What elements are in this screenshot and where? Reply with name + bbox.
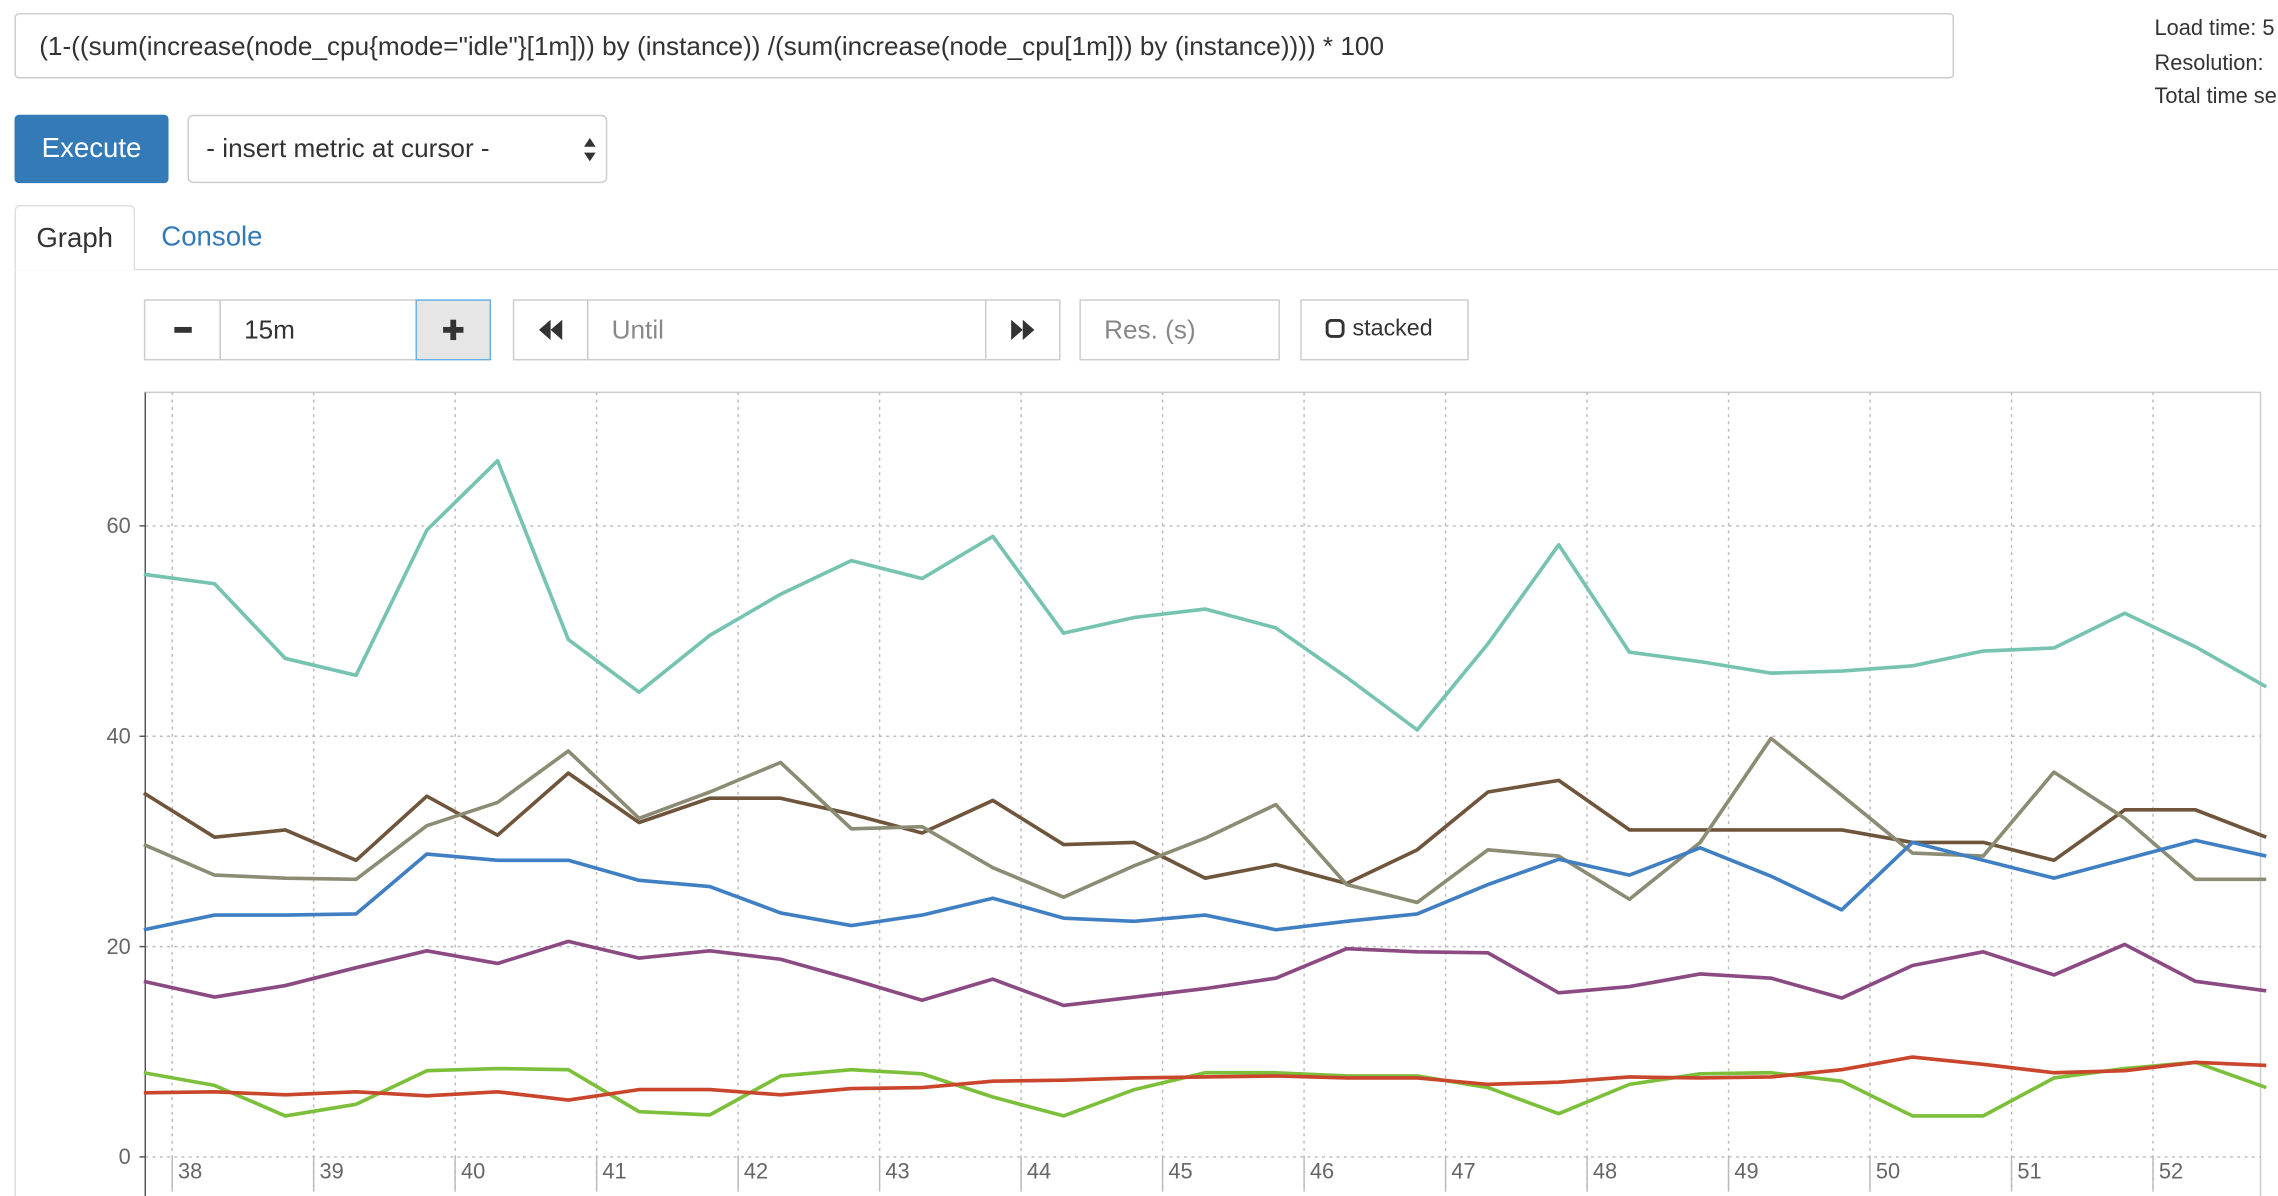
y-tick-label: 0	[119, 1144, 131, 1169]
x-tick-label: 45	[1168, 1159, 1192, 1184]
x-tick-label: 44	[1027, 1159, 1051, 1184]
tab-graph[interactable]: Graph	[14, 204, 135, 271]
stat: Resolution:	[2154, 50, 2264, 75]
x-tick-label: 48	[1593, 1159, 1617, 1184]
stat: Total time se	[2154, 84, 2277, 109]
x-tick-label: 40	[461, 1159, 485, 1184]
icon	[173, 326, 192, 333]
series-line	[143, 736, 2267, 905]
series-line	[142, 771, 2267, 886]
y-tick-label: 20	[107, 934, 131, 959]
icon	[1325, 318, 1345, 338]
resolution-input[interactable]: Res. (s)	[1079, 299, 1280, 361]
x-tick-label: 42	[744, 1159, 768, 1184]
metric-select[interactable]: - insert metric at cursor -	[187, 114, 608, 184]
y-tick-label: 60	[107, 513, 131, 538]
y-tick-label: 40	[107, 724, 131, 749]
stat: Load time: 5	[2154, 15, 2275, 41]
series-line	[143, 1060, 2267, 1118]
x-tick-label: 46	[1310, 1159, 1334, 1184]
x-tick-label: 49	[1734, 1159, 1758, 1184]
tab-console[interactable]: Console	[161, 222, 263, 253]
stacked-label: stacked	[1352, 316, 1433, 342]
stacked-toggle[interactable]: stacked	[1300, 299, 1469, 361]
range-minus[interactable]	[143, 299, 221, 361]
x-tick-label: 51	[2017, 1159, 2041, 1184]
x-tick-label: 47	[1451, 1159, 1475, 1184]
series-line	[143, 458, 2268, 732]
select-text: - insert metric at cursor -	[206, 133, 490, 163]
back-button[interactable]	[512, 299, 589, 361]
query-input[interactable]: (1-((sum(increase(node_cpu{mode="idle"}[…	[14, 13, 1955, 79]
forward-button[interactable]	[984, 299, 1061, 361]
x-tick-label: 50	[1876, 1159, 1900, 1184]
icon	[1011, 319, 1035, 341]
x-tick-label: 41	[602, 1159, 626, 1184]
x-tick-label: 52	[2159, 1159, 2183, 1184]
pane-border	[14, 268, 16, 1196]
x-tick-label: 43	[885, 1159, 909, 1184]
x-tick-label: 39	[319, 1159, 343, 1184]
execute-button[interactable]: Execute	[14, 114, 169, 184]
select-arrows	[584, 138, 596, 162]
x-tick-label: 38	[178, 1159, 202, 1184]
series-line	[143, 939, 2267, 1008]
icon	[443, 319, 464, 341]
tab-border	[14, 268, 2278, 271]
series-line	[143, 838, 2267, 932]
icon	[538, 319, 563, 341]
stats: Load time: 5 Resolution: Total time se	[2155, 12, 2277, 114]
range-plus[interactable]	[415, 299, 492, 361]
series-line	[143, 1055, 2267, 1102]
